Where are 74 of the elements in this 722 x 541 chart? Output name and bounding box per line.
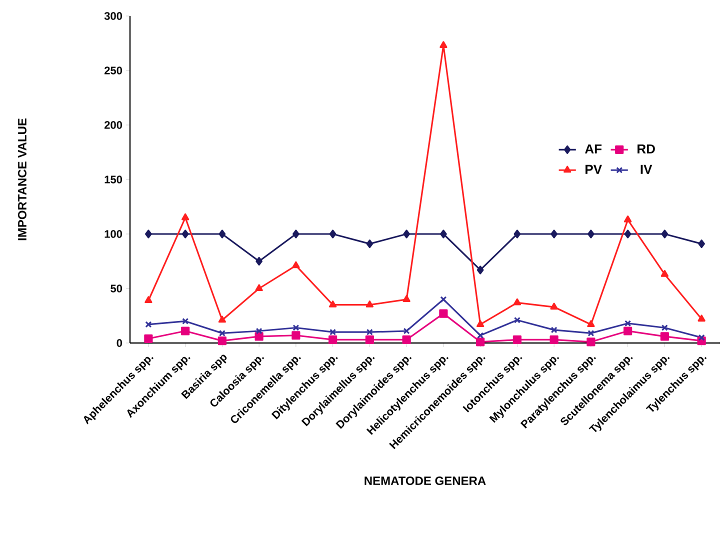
- point: [403, 328, 410, 334]
- point: [403, 230, 410, 238]
- point: [550, 335, 558, 344]
- point: [366, 240, 374, 248]
- point: [586, 338, 596, 346]
- point: [440, 41, 448, 48]
- y-tick-label: 0: [116, 339, 122, 347]
- y-tick-label: 150: [104, 176, 122, 184]
- point: [181, 326, 190, 336]
- point: [328, 300, 337, 308]
- point: [218, 316, 226, 323]
- y-tick-label: 250: [104, 66, 122, 74]
- point: [256, 328, 262, 334]
- y-axis-title: IMPORTANCE VALUE: [18, 118, 26, 240]
- point: [328, 335, 338, 344]
- point: [514, 316, 520, 324]
- point: [477, 332, 484, 339]
- y-tick-label: 200: [104, 121, 122, 129]
- point: [292, 324, 300, 332]
- point: [402, 295, 410, 302]
- point: [661, 230, 668, 238]
- y-tick-label: 50: [110, 284, 122, 292]
- legend-label: RD: [638, 144, 655, 154]
- point: [218, 336, 226, 346]
- point: [292, 261, 300, 268]
- point: [624, 320, 632, 327]
- point: [624, 216, 632, 222]
- point: [476, 266, 484, 274]
- point: [550, 230, 558, 238]
- point: [145, 230, 152, 238]
- point: [330, 328, 336, 336]
- point: [182, 230, 189, 238]
- point: [144, 334, 153, 343]
- point: [513, 298, 522, 306]
- point: [698, 314, 706, 322]
- point: [255, 284, 263, 292]
- y-tick-label: 100: [104, 230, 122, 238]
- point: [292, 230, 300, 238]
- point: [660, 332, 669, 341]
- legend-label: PV: [586, 164, 602, 174]
- point: [366, 300, 374, 308]
- legend-label: AF: [585, 144, 602, 154]
- point: [218, 230, 226, 238]
- point: [476, 320, 484, 328]
- point: [365, 335, 374, 344]
- point: [512, 335, 522, 344]
- point: [440, 296, 447, 303]
- point: [624, 230, 632, 238]
- point: [698, 240, 705, 248]
- point: [256, 256, 262, 266]
- point: [514, 230, 521, 238]
- y-tick-label: 300: [104, 12, 122, 20]
- point: [550, 302, 558, 310]
- point: [660, 270, 669, 277]
- point: [588, 330, 594, 336]
- point: [587, 320, 595, 328]
- point: [550, 326, 558, 334]
- point: [402, 335, 411, 344]
- point: [588, 230, 594, 238]
- point: [292, 331, 300, 340]
- point: [144, 296, 152, 304]
- legend-label: IV: [640, 164, 652, 174]
- point: [624, 326, 632, 336]
- point: [329, 230, 336, 238]
- point: [661, 324, 668, 332]
- x-axis-title: NEMATODE GENERA: [364, 476, 486, 486]
- point: [366, 328, 373, 336]
- point: [439, 309, 448, 318]
- point: [181, 213, 190, 220]
- point: [218, 330, 226, 336]
- point: [254, 332, 264, 341]
- point: [476, 338, 485, 346]
- point: [182, 318, 189, 324]
- point: [440, 230, 447, 238]
